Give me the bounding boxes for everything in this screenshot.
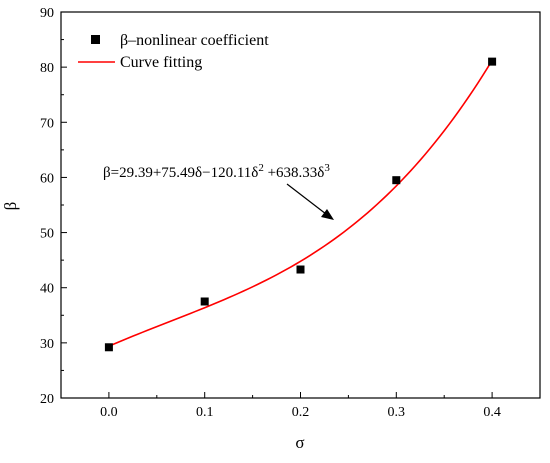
plot-content <box>104 57 497 352</box>
legend: β–nonlinear coefficient Curve fitting <box>78 32 269 71</box>
x-axis-ticks: 0.0 0.1 0.2 0.3 0.4 <box>100 392 501 420</box>
y-tick-label: 40 <box>40 282 54 297</box>
data-point <box>296 265 305 274</box>
y-tick-label: 30 <box>40 337 54 352</box>
legend-marker-scatter <box>91 35 100 44</box>
fit-equation-sup-2: 2 <box>258 162 264 174</box>
y-axis-title: β <box>1 202 20 211</box>
data-point <box>200 297 209 306</box>
x-tick-label: 0.4 <box>483 405 501 420</box>
y-tick-label: 50 <box>40 227 54 242</box>
fit-equation-main: β=29.39+75.49δ−120.11δ <box>103 165 258 181</box>
x-tick-label: 0.2 <box>292 405 310 420</box>
annotation-arrow-head <box>321 209 334 220</box>
fit-equation-sup-3: 3 <box>324 162 330 174</box>
data-point <box>392 176 401 185</box>
y-tick-label: 90 <box>40 6 54 21</box>
annotation: β=29.39+75.49δ−120.11δ2 +638.33δ3 <box>103 162 334 220</box>
x-tick-label: 0.0 <box>100 405 118 420</box>
x-tick-label: 0.1 <box>196 405 214 420</box>
y-tick-label: 70 <box>40 116 54 131</box>
x-tick-label: 0.3 <box>388 405 406 420</box>
x-axis-title: σ <box>295 433 304 452</box>
data-point <box>488 57 497 66</box>
legend-label-scatter: β–nonlinear coefficient <box>120 32 269 49</box>
y-tick-label: 20 <box>40 392 54 407</box>
legend-label-fit: Curve fitting <box>120 54 202 71</box>
fit-curve <box>108 59 493 347</box>
y-axis-ticks: 20 30 40 50 60 70 80 90 <box>40 6 67 407</box>
data-point <box>104 343 113 352</box>
fit-equation-mid: +638.33δ <box>264 165 325 181</box>
fit-equation-label: β=29.39+75.49δ−120.11δ2 +638.33δ3 <box>103 162 330 181</box>
y-tick-label: 60 <box>40 171 54 186</box>
y-tick-label: 80 <box>40 61 54 76</box>
annotation-arrow-line <box>286 183 327 215</box>
